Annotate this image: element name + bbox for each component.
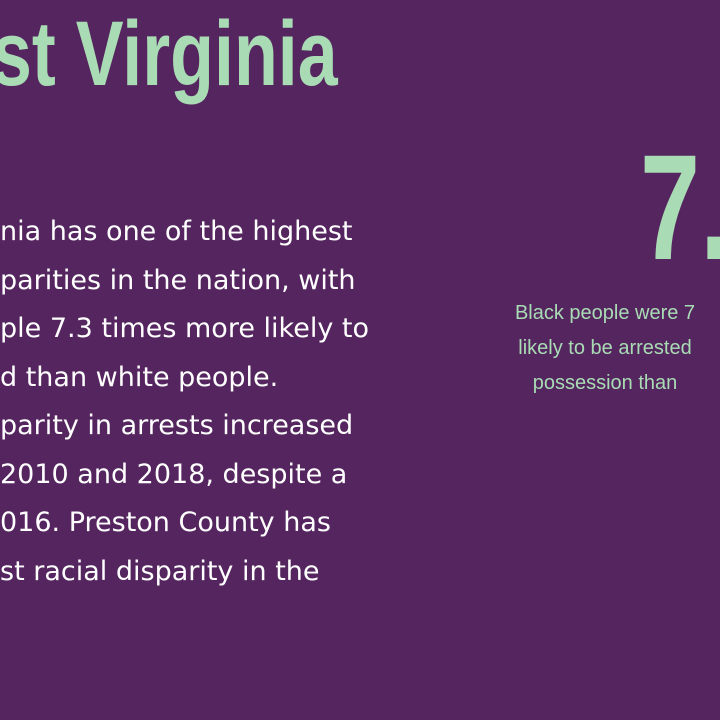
body-line: d than white people.	[0, 361, 279, 393]
body-line: ple 7.3 times more likely to	[0, 313, 369, 344]
stat-caption-line: Black people were 7	[514, 302, 696, 324]
body-line: 2010 and 2018, despite a	[0, 458, 348, 490]
stat-caption-line: possession than	[532, 372, 678, 394]
stat-caption: Black people were 7 likely to be arreste…	[460, 296, 720, 401]
page-title: st Virginia	[0, 3, 338, 105]
body-line: parity in arrests increased	[0, 410, 354, 441]
body-line: st racial disparity in the	[0, 555, 320, 587]
stat-number: 7.	[640, 123, 720, 291]
body-line: parities in the nation, with	[0, 264, 356, 296]
body-line: nia has one of the highest	[0, 216, 353, 247]
body-paragraph: nia has one of the highest parities in t…	[0, 208, 440, 596]
stat-caption-line: likely to be arrested	[518, 337, 692, 359]
body-line: 016. Preston County has	[0, 507, 331, 538]
